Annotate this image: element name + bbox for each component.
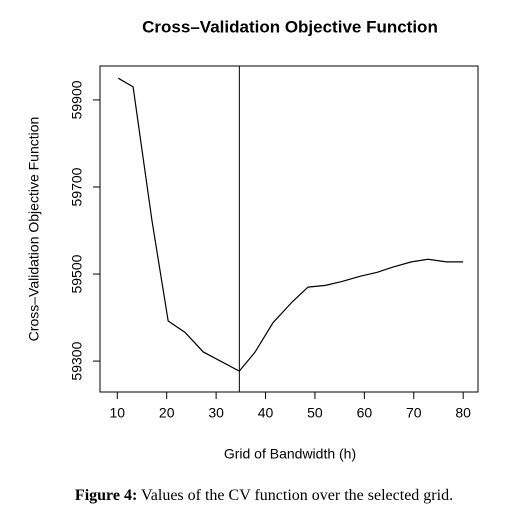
y-tick-label: 59500 [69, 254, 85, 293]
y-tick-label: 59300 [69, 341, 85, 380]
y-axis-label: Cross–Validation Objective Function [26, 117, 42, 342]
caption-label: Figure 4: [75, 487, 137, 504]
y-tick-label: 59700 [69, 167, 85, 206]
chart-title: Cross–Validation Objective Function [142, 17, 438, 36]
x-tick-label: 20 [159, 405, 175, 421]
x-tick-label: 70 [406, 405, 422, 421]
x-axis-label: Grid of Bandwidth (h) [224, 446, 356, 462]
caption: Figure 4: Values of the CV function over… [75, 487, 453, 504]
x-tick-label: 10 [110, 405, 126, 421]
y-tick-label: 59900 [69, 80, 85, 119]
x-tick-label: 40 [258, 405, 274, 421]
x-tick-label: 30 [208, 405, 224, 421]
caption-text: Values of the CV function over the selec… [141, 487, 453, 504]
cv-line [117, 77, 464, 372]
x-tick-label: 50 [307, 405, 323, 421]
x-tick-label: 80 [455, 405, 471, 421]
x-tick-label: 60 [357, 405, 373, 421]
plot-frame [99, 65, 479, 393]
